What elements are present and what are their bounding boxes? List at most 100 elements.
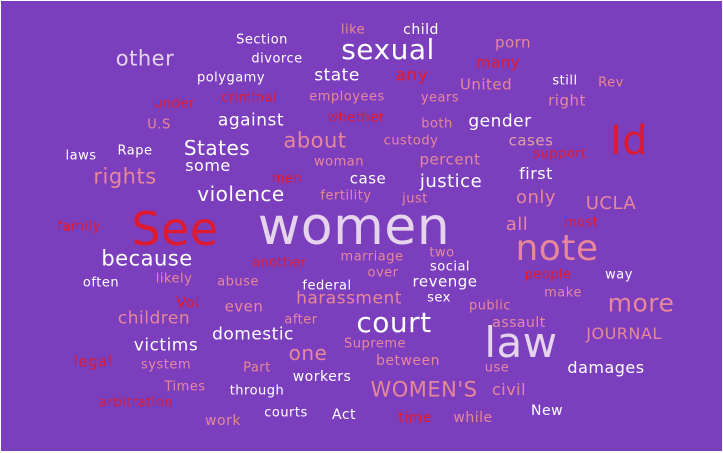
word-legal: legal	[73, 352, 113, 371]
word-part: Part	[243, 360, 271, 376]
word-family: family	[57, 219, 101, 235]
word-revenge: revenge	[412, 272, 478, 291]
word-abuse: abuse	[217, 274, 259, 290]
word-one: one	[288, 341, 328, 365]
word-note: note	[515, 228, 599, 269]
word-more: more	[607, 288, 675, 318]
word-use: use	[484, 360, 510, 376]
word-years: years	[420, 90, 460, 106]
word-social: social	[429, 259, 471, 275]
word-ucla: UCLA	[585, 193, 637, 214]
word-most: most	[563, 215, 599, 231]
word-state: state	[314, 65, 360, 86]
word-harassment: harassment	[296, 288, 402, 309]
word-rights: rights	[93, 164, 157, 189]
word-workers: workers	[292, 369, 352, 385]
word-still: still	[552, 73, 578, 89]
word-make: make	[544, 285, 582, 301]
word-supreme: Supreme	[344, 336, 406, 352]
word-many: many	[475, 53, 521, 72]
word-all: all	[505, 214, 529, 235]
word-times: Times	[164, 379, 206, 395]
word-children: children	[117, 308, 191, 329]
word-woman: woman	[314, 154, 364, 170]
word-public: public	[468, 298, 512, 314]
word-rape: Rape	[117, 143, 153, 159]
word-sexual: sexual	[341, 33, 435, 66]
word-men: men	[271, 171, 303, 187]
word-criminal: criminal	[220, 90, 278, 106]
word-vol: Vol	[176, 293, 200, 312]
word-marriage: marriage	[340, 249, 404, 265]
word-case: case	[349, 169, 387, 188]
word-united: United	[459, 75, 513, 94]
word-right: right	[548, 91, 586, 110]
word-porn: porn	[494, 33, 532, 52]
word-employees: employees	[309, 89, 385, 105]
word-divorce: divorce	[251, 51, 303, 67]
word-while: while	[453, 410, 493, 426]
word-justice: justice	[419, 171, 483, 192]
word-way: way	[605, 267, 633, 283]
word-system: system	[141, 357, 191, 373]
word-two: two	[429, 245, 455, 261]
word-act: Act	[331, 407, 357, 423]
word-support: support	[533, 146, 587, 162]
word-violence: violence	[197, 182, 285, 206]
word-custody: custody	[383, 133, 439, 149]
word-any: any	[395, 65, 429, 86]
word-only: only	[515, 187, 557, 208]
word-whether: whether	[327, 110, 385, 126]
word-often: often	[82, 275, 120, 291]
word-laws: laws	[65, 148, 97, 164]
word-through: through	[229, 383, 285, 399]
word-fertility: fertility	[320, 188, 372, 204]
word-like: like	[340, 22, 366, 38]
word-other: other	[115, 46, 175, 71]
word-time: time	[398, 410, 432, 426]
word-journal: JOURNAL	[586, 324, 662, 343]
word-section: Section	[236, 32, 288, 48]
word-womens: WOMEN'S	[370, 377, 478, 402]
word-new: New	[530, 403, 564, 419]
word-victims: victims	[133, 335, 199, 356]
word-between: between	[375, 353, 441, 369]
word-federal: federal	[302, 278, 352, 294]
word-first: first	[519, 164, 553, 183]
word-polygamy: polygamy	[196, 70, 266, 86]
word-see: See	[131, 202, 219, 256]
word-gender: gender	[468, 111, 532, 132]
word-rev: Rev	[598, 75, 624, 91]
word-people: people	[524, 267, 572, 283]
word-some: some	[185, 156, 231, 175]
word-courts: courts	[264, 405, 308, 421]
word-because: because	[101, 246, 193, 271]
word-over: over	[367, 265, 399, 281]
word-cases: cases	[508, 131, 554, 150]
word-civil: civil	[491, 380, 527, 399]
word-court: court	[356, 306, 432, 339]
word-child: child	[403, 22, 439, 38]
word-about: about	[283, 128, 347, 153]
word-after: after	[284, 312, 318, 328]
word-damages: damages	[567, 358, 645, 377]
word-sex: sex	[427, 290, 451, 306]
word-work: work	[205, 413, 241, 429]
word-likely: likely	[155, 271, 193, 287]
word-under: under	[153, 96, 195, 112]
word-domestic: domestic	[212, 324, 294, 345]
word-both: both	[421, 116, 453, 132]
word-law: law	[484, 318, 558, 367]
word-states: States	[183, 136, 251, 160]
word-even: even	[224, 297, 264, 316]
word-another: another	[251, 255, 307, 271]
word-arbitration: arbitration	[99, 395, 173, 411]
word-us: U.S	[147, 117, 171, 133]
word-id: Id	[609, 118, 649, 164]
word-assault: assault	[492, 315, 546, 331]
word-women: women	[257, 197, 451, 257]
word-percent: percent	[419, 150, 481, 169]
word-against: against	[217, 110, 285, 131]
word-just: just	[402, 191, 428, 207]
